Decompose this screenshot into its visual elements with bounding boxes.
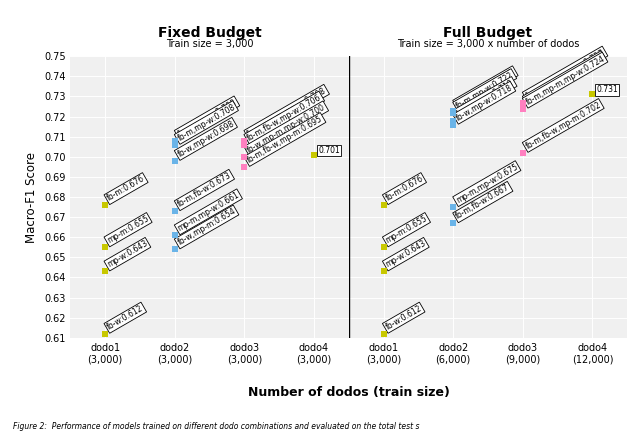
Text: fb-w,mp-m:0.654: fb-w,mp-m:0.654	[176, 207, 237, 247]
Point	[170, 157, 180, 164]
Text: Figure 2:  Performance of models trained on different dodo combinations and eval: Figure 2: Performance of models trained …	[13, 422, 419, 431]
Point	[100, 330, 110, 337]
Text: Train size = 3,000: Train size = 3,000	[166, 39, 253, 49]
Text: fb-m,fb-w,mp-m:0.702: fb-m,fb-w,mp-m:0.702	[524, 100, 603, 151]
Text: 0.701: 0.701	[318, 146, 340, 155]
Point	[170, 232, 180, 239]
Text: fb-m:0.676: fb-m:0.676	[106, 174, 147, 203]
Text: fb-w:0.612: fb-w:0.612	[106, 304, 145, 332]
Point	[100, 202, 110, 209]
Point	[100, 268, 110, 275]
Text: fb-m,mp-m,mp-w:0.708: fb-m,mp-m,mp-w:0.708	[246, 86, 328, 139]
Point	[239, 141, 250, 148]
Point	[100, 244, 110, 251]
Point	[448, 204, 458, 210]
Text: Train size = 3,000 x number of dodos: Train size = 3,000 x number of dodos	[397, 39, 579, 49]
Title: Full Budget: Full Budget	[444, 26, 532, 40]
Point	[518, 99, 528, 106]
Text: mp-m,mp-w:0.675: mp-m,mp-w:0.675	[454, 162, 520, 205]
Text: fb-m,fb-w,mp-m:0.695: fb-m,fb-w,mp-m:0.695	[246, 114, 324, 165]
Text: mp-m,mp-w:0.661: mp-m,mp-w:0.661	[176, 191, 241, 233]
Text: fb-w,mp-m,mp-w:0.700: fb-w,mp-m,mp-w:0.700	[246, 103, 327, 155]
Text: fb-m,mp-m:0.723: fb-m,mp-m:0.723	[454, 68, 516, 109]
Point	[170, 246, 180, 253]
Point	[170, 137, 180, 144]
Text: mp-m:0.655: mp-m:0.655	[106, 214, 150, 245]
Point	[518, 105, 528, 112]
Point	[170, 207, 180, 214]
Text: mp-w:0.643: mp-w:0.643	[106, 239, 149, 269]
Point	[170, 141, 180, 148]
Point	[518, 149, 528, 156]
Point	[239, 163, 250, 170]
Text: fb-m,mp-m:0.708: fb-m,mp-m:0.708	[176, 97, 238, 139]
Text: fb-m,mp-m,mp-w:0.724: fb-m,mp-m,mp-w:0.724	[524, 54, 606, 107]
Text: fb-m,fb-w,mp-w:0.706: fb-m,fb-w,mp-w:0.706	[246, 93, 323, 143]
Point	[378, 268, 388, 275]
Text: fb-m,mp-w:0.722: fb-m,mp-w:0.722	[454, 70, 515, 110]
Text: fb-m:0.676: fb-m:0.676	[384, 174, 425, 203]
Point	[378, 330, 388, 337]
Text: fb-w,mp-w:0.698: fb-w,mp-w:0.698	[176, 119, 236, 159]
Text: mp-w:0.643: mp-w:0.643	[384, 239, 428, 269]
Text: fb-m,mp-m,mp-w:0.727: fb-m,mp-m,mp-w:0.727	[524, 48, 606, 100]
Y-axis label: Macro-F1 Score: Macro-F1 Score	[26, 152, 38, 242]
Point	[239, 153, 250, 160]
Text: fb-w:0.612: fb-w:0.612	[384, 304, 424, 332]
Point	[448, 109, 458, 116]
Text: 0.731: 0.731	[596, 85, 618, 94]
Point	[239, 137, 250, 144]
Text: fb-m,fb-w:0.667: fb-m,fb-w:0.667	[454, 183, 511, 221]
Point	[448, 220, 458, 226]
Point	[309, 152, 319, 158]
Text: Number of dodos (train size): Number of dodos (train size)	[248, 386, 450, 399]
Text: fb-m,fb-w:0.673: fb-m,fb-w:0.673	[176, 171, 233, 209]
Point	[588, 91, 598, 98]
Text: fb-m,mp-w:0.708: fb-m,mp-w:0.708	[176, 102, 237, 143]
Point	[448, 107, 458, 114]
Text: fb-w,mp-m,mp-w:0.725: fb-w,mp-m,mp-w:0.725	[524, 52, 605, 104]
Point	[448, 117, 458, 124]
Text: fb-w,mp-m:0.718: fb-w,mp-m:0.718	[454, 78, 515, 119]
Title: Fixed Budget: Fixed Budget	[157, 26, 262, 40]
Point	[378, 244, 388, 251]
Point	[518, 103, 528, 110]
Point	[448, 121, 458, 128]
Text: mp-m:0.655: mp-m:0.655	[384, 214, 429, 245]
Point	[378, 202, 388, 209]
Text: fb-w,mp-w:0.718: fb-w,mp-w:0.718	[454, 83, 514, 123]
